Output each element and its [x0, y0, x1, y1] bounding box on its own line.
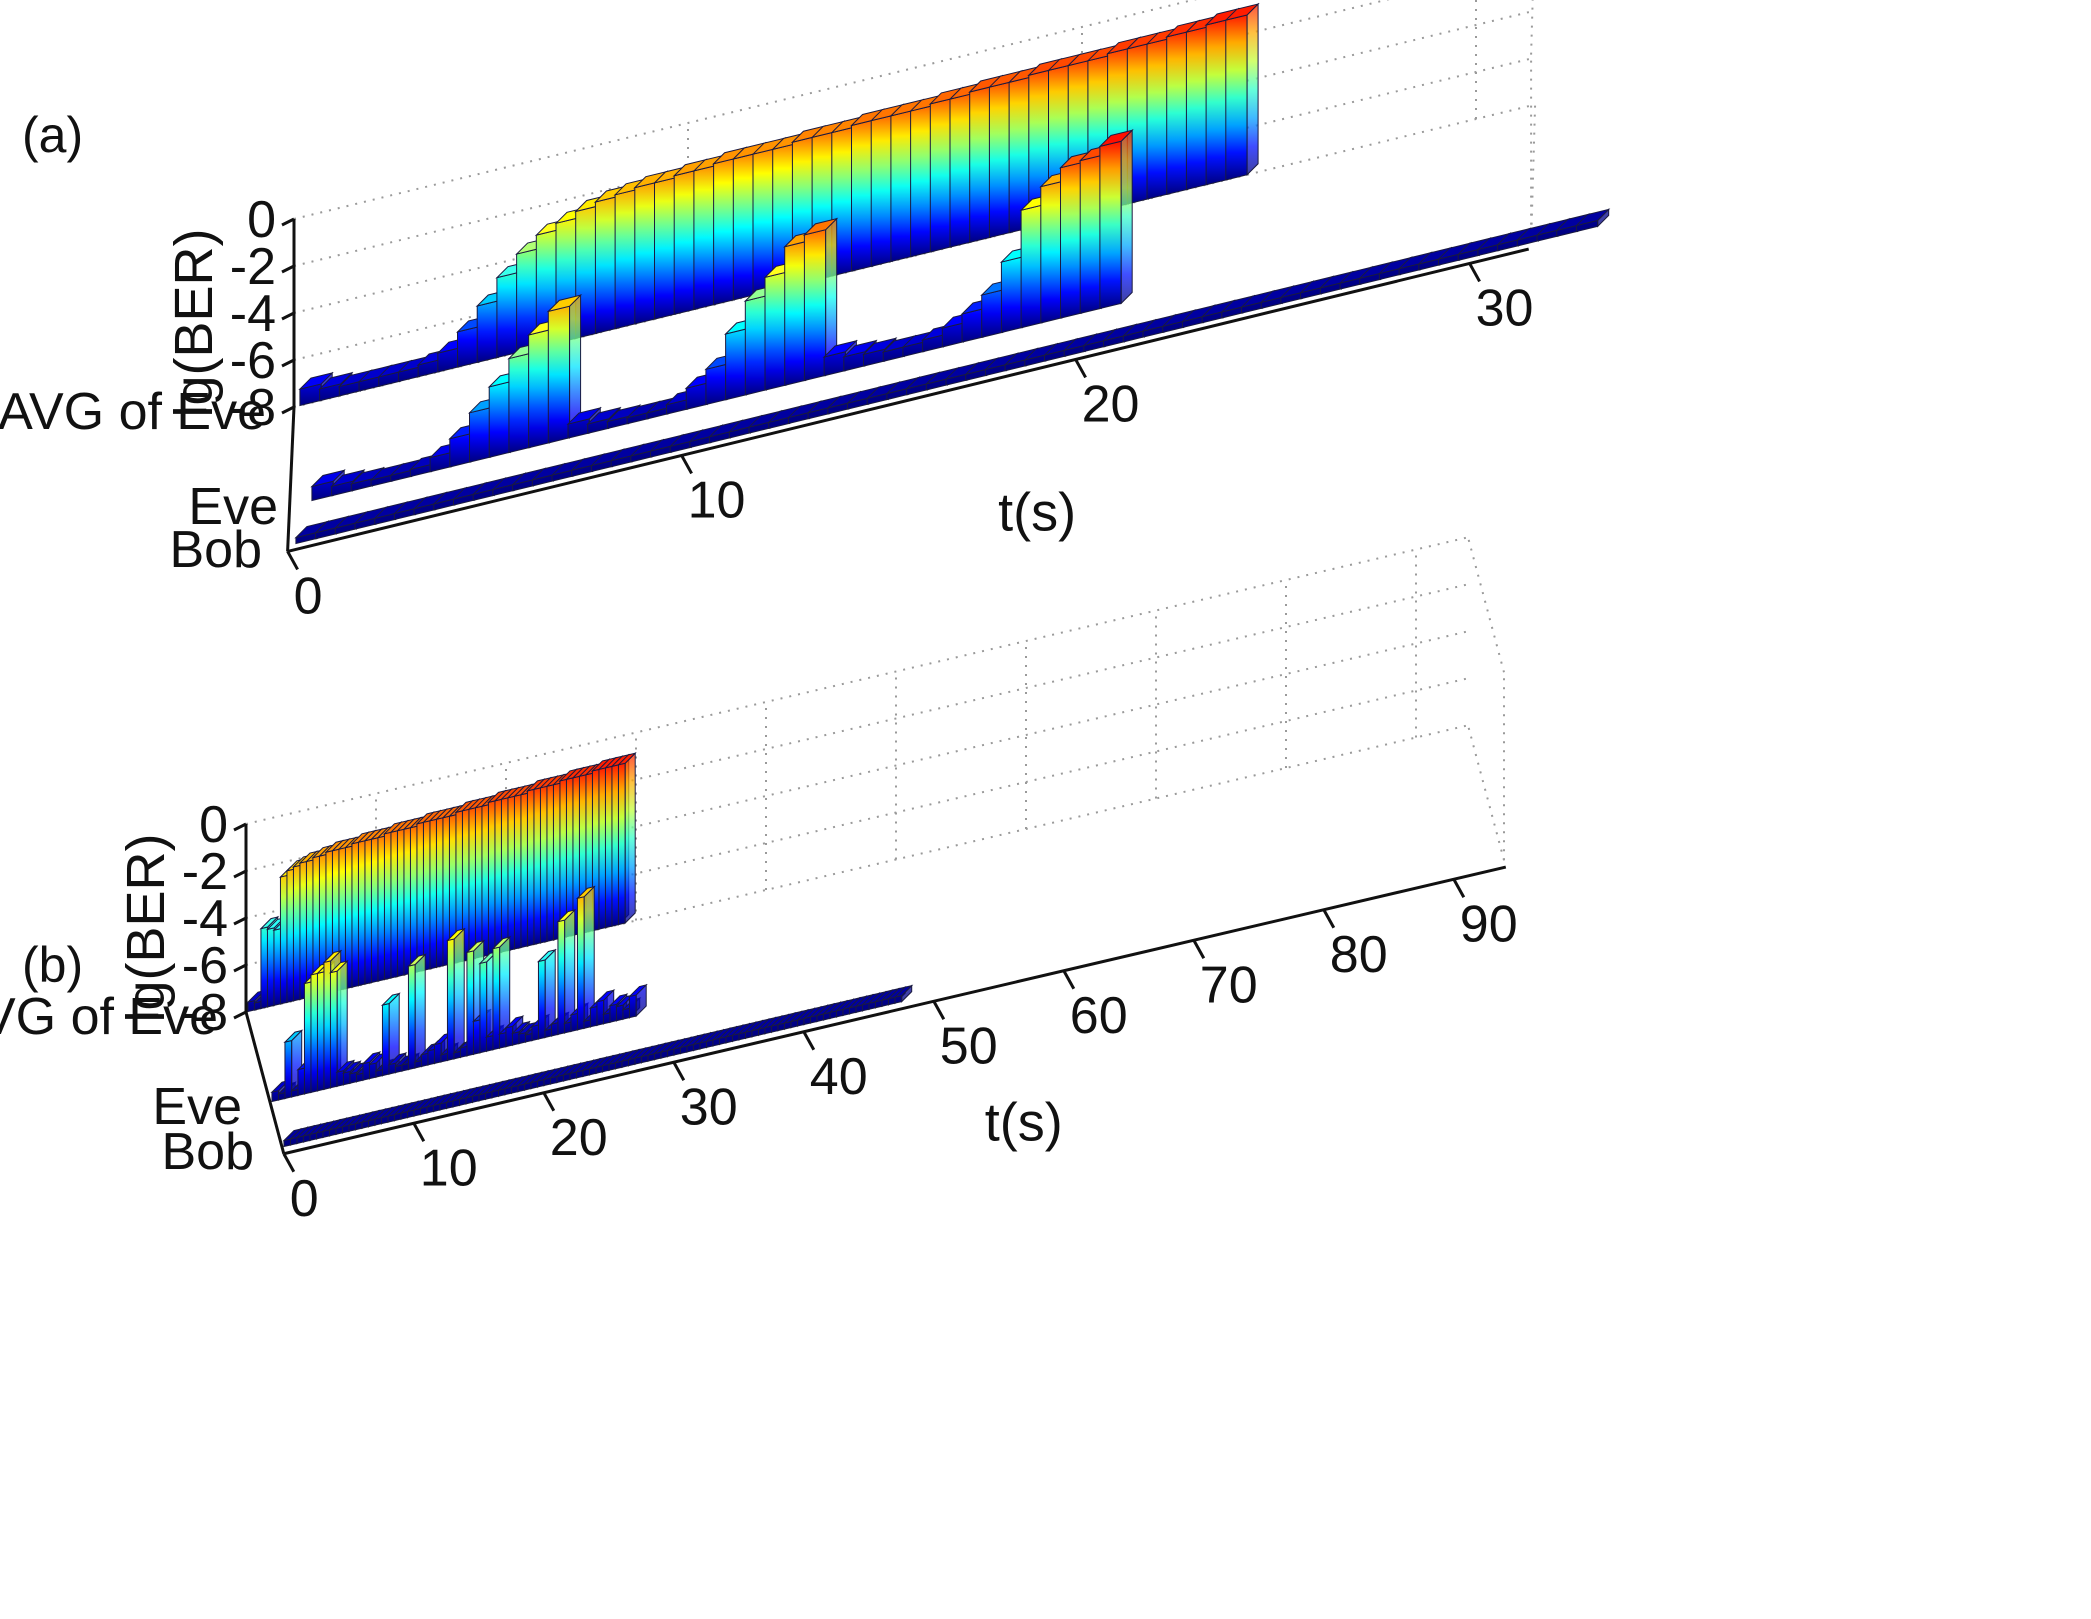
t-axis: 0 10 20 30 40 50 60 70 80 90 t(s) — [282, 865, 1518, 1228]
bar — [893, 984, 914, 1004]
bar — [575, 885, 596, 1031]
bar — [1224, 2, 1260, 181]
bar — [802, 217, 839, 382]
x-axis-title: t(s) — [998, 482, 1076, 542]
series-eve — [310, 129, 1134, 502]
series-bob — [282, 984, 914, 1148]
bar — [406, 953, 427, 1071]
t-axis: 0 10 20 30 t(s) — [286, 247, 1534, 625]
z-tick-label: -6 — [230, 332, 276, 390]
t-tick-label: 60 — [1070, 987, 1128, 1045]
bar — [445, 927, 466, 1061]
panel-label-b: (b) — [22, 937, 83, 993]
grid-line — [1467, 537, 1505, 673]
grid-line — [245, 536, 1469, 825]
t-tick-label: 50 — [940, 1017, 998, 1075]
row-label: AVG of Eve — [0, 988, 218, 1046]
z-tick-label: -6 — [182, 937, 228, 995]
row-label: Bob — [169, 521, 262, 579]
t-tick-label: 10 — [688, 471, 746, 529]
series-bob — [294, 208, 1611, 545]
t-tick-label: 20 — [1082, 375, 1140, 433]
grid-line — [245, 583, 1469, 872]
z-tick-label: -4 — [230, 285, 276, 343]
t-tick-label: 30 — [680, 1078, 738, 1136]
z-tick-label: 0 — [199, 796, 228, 854]
t-tick-label: 90 — [1460, 895, 1518, 953]
z-axis: 0-2-4-6-8lg(BER) — [164, 191, 296, 437]
y-axis-title: lg(BER) — [164, 228, 224, 417]
grid-line — [1530, 0, 1534, 55]
bar — [616, 752, 637, 926]
t-tick-label: 30 — [1476, 279, 1534, 337]
series-avg-of-eve — [298, 2, 1260, 407]
bar — [536, 948, 557, 1040]
y-axis-title: lg(BER) — [116, 833, 176, 1022]
z-axis: 0-2-4-6-8lg(BER) — [116, 796, 248, 1042]
z-tick-label: -8 — [230, 379, 276, 437]
series-avg-of-eve — [246, 752, 637, 1013]
bar — [546, 293, 583, 444]
bar — [380, 992, 401, 1077]
t-tick-label: 0 — [294, 567, 323, 625]
t-tick-label: 70 — [1200, 956, 1258, 1014]
grid-line — [245, 677, 1469, 966]
series-eve — [270, 885, 648, 1103]
grid-line — [245, 630, 1469, 919]
chart-panel-a: 0-2-4-6-8lg(BER)AVG of EveEveBob0102030t… — [0, 0, 1611, 625]
row-label: Eve — [152, 1078, 242, 1136]
bar — [1574, 208, 1611, 233]
row-label: AVG of Eve — [0, 383, 266, 441]
t-tick-label: 40 — [810, 1048, 868, 1106]
t-tick-label: 80 — [1330, 926, 1388, 984]
grid — [245, 536, 1505, 1013]
bar — [491, 935, 512, 1051]
z-tick-label: 0 — [247, 191, 276, 249]
z-tick-label: -2 — [230, 238, 276, 296]
panel-label-a: (a) — [22, 107, 83, 163]
bar — [627, 983, 648, 1019]
z-tick-label: -8 — [182, 984, 228, 1042]
row-label: Bob — [161, 1123, 254, 1181]
chart-panel-b: 0-2-4-6-8lg(BER)AVG of EveEveBob01020304… — [0, 536, 1518, 1228]
z-tick-label: -4 — [182, 890, 228, 948]
t-tick-label: 0 — [290, 1170, 319, 1228]
z-tick-label: -2 — [182, 843, 228, 901]
t-tick-label: 10 — [420, 1139, 478, 1197]
bar — [1098, 129, 1134, 310]
x-axis-title: t(s) — [985, 1092, 1063, 1152]
grid-line — [245, 724, 1469, 1013]
grid-line — [1467, 725, 1505, 861]
t-tick-label: 20 — [550, 1109, 608, 1167]
row-label: Eve — [188, 478, 278, 536]
